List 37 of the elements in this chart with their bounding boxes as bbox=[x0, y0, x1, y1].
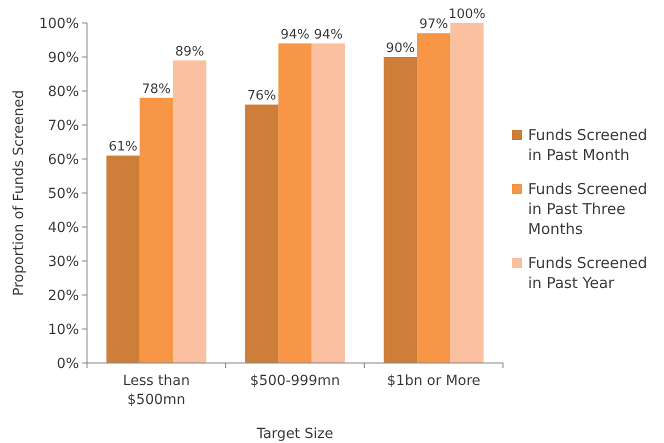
y-tick-label: 70% bbox=[48, 118, 79, 134]
data-label: 89% bbox=[175, 44, 204, 60]
y-tick-label: 50% bbox=[48, 186, 79, 202]
legend-label: Funds Screened in Past Year bbox=[528, 254, 648, 292]
legend-label: Funds Screened in Past Month bbox=[528, 126, 648, 164]
data-label: 76% bbox=[247, 88, 276, 104]
bar bbox=[245, 104, 278, 363]
bar bbox=[417, 33, 450, 363]
y-tick-label: 10% bbox=[48, 322, 79, 338]
y-tick-label: 90% bbox=[48, 50, 79, 66]
y-tick-label: 20% bbox=[48, 288, 79, 304]
y-tick-label: 30% bbox=[48, 254, 79, 270]
legend-label: Funds Screened in Past Three Months bbox=[528, 180, 648, 238]
y-tick-label: 80% bbox=[48, 84, 79, 100]
bar bbox=[312, 43, 345, 363]
data-label: 90% bbox=[386, 41, 415, 56]
bar bbox=[106, 156, 140, 363]
data-label: 97% bbox=[419, 17, 448, 32]
x-tick-label: Less than $500mn bbox=[122, 373, 190, 408]
y-tick-label: 0% bbox=[56, 356, 79, 372]
data-label: 94% bbox=[280, 27, 310, 42]
x-tick-label: $1bn or More bbox=[386, 373, 480, 389]
y-tick-label: 60% bbox=[48, 152, 79, 168]
bar bbox=[384, 57, 418, 363]
y-tick-label: 100% bbox=[38, 16, 79, 32]
x-axis-title: Target Size bbox=[256, 426, 334, 442]
x-tick-label: $500-999mn bbox=[250, 373, 340, 389]
y-tick-label: 40% bbox=[48, 220, 79, 236]
bar bbox=[140, 98, 173, 363]
data-label: 61% bbox=[108, 140, 138, 155]
y-axis-title: Proportion of Funds Screened bbox=[11, 90, 27, 296]
data-label: 78% bbox=[142, 82, 171, 97]
bar bbox=[172, 60, 206, 363]
data-label: 100% bbox=[448, 7, 486, 22]
bar bbox=[278, 43, 312, 363]
data-label: 94% bbox=[314, 27, 343, 42]
bar bbox=[450, 23, 484, 363]
